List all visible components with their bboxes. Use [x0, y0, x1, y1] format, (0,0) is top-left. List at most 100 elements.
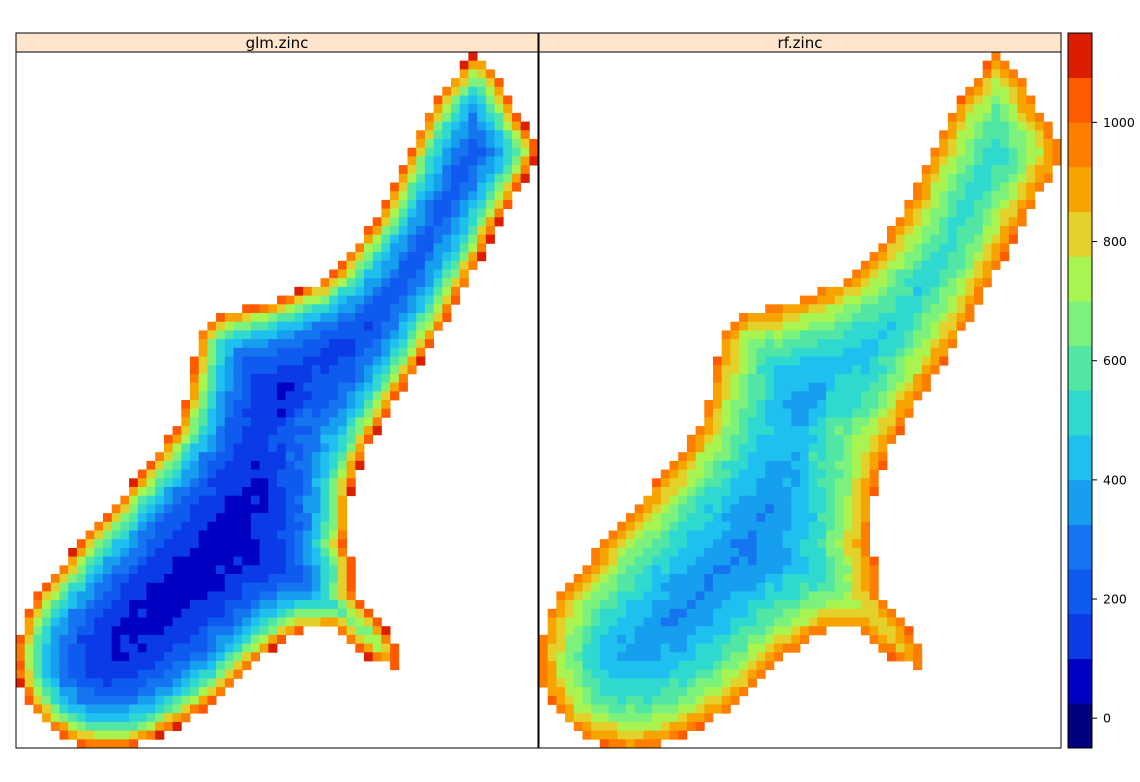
raster-cell	[895, 252, 905, 262]
raster-cell	[207, 391, 217, 401]
raster-cell	[991, 130, 1001, 140]
raster-cell	[713, 565, 723, 575]
color-key-bands	[1068, 33, 1092, 749]
raster-cell	[242, 434, 252, 444]
raster-cell	[494, 182, 504, 192]
raster-cell	[207, 452, 217, 462]
raster-cell	[346, 304, 356, 314]
raster-cell	[511, 112, 521, 122]
raster-cell	[982, 243, 992, 253]
raster-cell	[773, 426, 783, 436]
raster-cell	[739, 330, 749, 340]
raster-cell	[913, 295, 923, 305]
raster-cell	[643, 704, 653, 714]
raster-cell	[311, 513, 321, 523]
raster-cell	[782, 443, 792, 453]
raster-cell	[660, 678, 670, 688]
raster-cell	[442, 191, 452, 201]
raster-cell	[390, 260, 400, 270]
raster-cell	[103, 721, 113, 731]
raster-cell	[85, 730, 95, 740]
raster-cell	[643, 730, 653, 740]
raster-cell	[224, 373, 234, 383]
raster-cell	[721, 687, 731, 697]
raster-cell	[355, 443, 365, 453]
raster-cell	[947, 130, 957, 140]
raster-cell	[660, 721, 670, 731]
raster-cell	[146, 521, 156, 531]
raster-cell	[337, 513, 347, 523]
raster-cell	[372, 347, 382, 357]
raster-cell	[120, 539, 130, 549]
raster-cell	[1008, 165, 1018, 175]
raster-cell	[172, 678, 182, 688]
raster-cell	[756, 643, 766, 653]
raster-cell	[599, 617, 609, 627]
raster-cell	[337, 286, 347, 296]
raster-cell	[582, 652, 592, 662]
raster-cell	[947, 260, 957, 270]
raster-cell	[268, 347, 278, 357]
raster-cell	[773, 521, 783, 531]
raster-cell	[372, 278, 382, 288]
raster-cell	[285, 373, 295, 383]
raster-cell	[129, 634, 139, 644]
raster-cell	[294, 617, 304, 627]
raster-cell	[416, 182, 426, 192]
raster-cell	[398, 260, 408, 270]
raster-cell	[965, 217, 975, 227]
raster-cell	[913, 391, 923, 401]
raster-cell	[773, 330, 783, 340]
raster-cell	[608, 565, 618, 575]
raster-cell	[678, 713, 688, 723]
raster-cell	[573, 600, 583, 610]
raster-cell	[216, 373, 226, 383]
raster-cell	[111, 556, 121, 566]
raster-cell	[852, 391, 862, 401]
raster-cell	[721, 539, 731, 549]
raster-cell	[181, 661, 191, 671]
raster-cell	[381, 304, 391, 314]
raster-cell	[852, 356, 862, 366]
raster-cell	[782, 582, 792, 592]
raster-cell	[451, 147, 461, 157]
raster-cell	[459, 95, 469, 105]
raster-cell	[181, 591, 191, 601]
raster-cell	[468, 182, 478, 192]
raster-cell	[494, 147, 504, 157]
raster-cell	[111, 661, 121, 671]
raster-cell	[660, 730, 670, 740]
raster-cell	[947, 199, 957, 209]
raster-cell	[704, 652, 714, 662]
raster-cell	[643, 513, 653, 523]
raster-cell	[372, 330, 382, 340]
raster-cell	[860, 443, 870, 453]
raster-cell	[398, 243, 408, 253]
raster-cell	[678, 608, 688, 618]
raster-cell	[1043, 147, 1053, 157]
raster-cell	[424, 156, 434, 166]
raster-cell	[782, 565, 792, 575]
raster-cell	[895, 260, 905, 270]
raster-cell	[730, 661, 740, 671]
raster-cell	[364, 286, 374, 296]
raster-cell	[442, 304, 452, 314]
raster-cell	[329, 313, 339, 323]
raster-cell	[59, 643, 69, 653]
raster-cell	[198, 626, 208, 636]
raster-cell	[730, 565, 740, 575]
raster-cell	[33, 617, 43, 627]
raster-cell	[947, 147, 957, 157]
raster-cell	[660, 600, 670, 610]
raster-cell	[860, 330, 870, 340]
raster-cell	[556, 608, 566, 618]
raster-cell	[887, 382, 897, 392]
raster-cell	[155, 452, 165, 462]
raster-cell	[224, 391, 234, 401]
raster-cell	[947, 252, 957, 262]
raster-cell	[678, 487, 688, 497]
raster-cell	[617, 521, 627, 531]
raster-cell	[739, 495, 749, 505]
raster-cell	[643, 687, 653, 697]
raster-cell	[782, 495, 792, 505]
